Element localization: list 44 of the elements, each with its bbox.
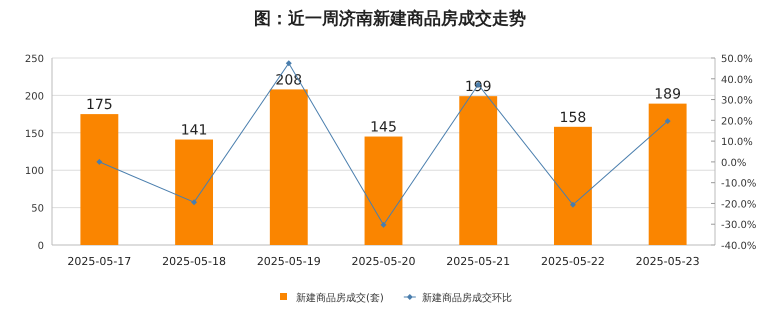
legend-label: 新建商品房成交环比: [422, 292, 512, 304]
data-label: 158: [560, 110, 586, 126]
bar: [364, 136, 402, 245]
y-tick-label: 0: [38, 241, 44, 252]
y2-tick-label: 50.0%: [721, 54, 753, 65]
data-label: 145: [370, 120, 397, 136]
x-tick-label: 2025-05-21: [446, 255, 510, 268]
point: [96, 158, 102, 165]
x-tick-label: 2025-05-19: [256, 255, 321, 268]
x-tick-label: 2025-05-18: [162, 255, 226, 268]
y2-tick-label: 10.0%: [721, 137, 753, 148]
y2-tick-label: 0.0%: [721, 158, 746, 169]
bar: [554, 126, 592, 245]
data-label: 175: [86, 97, 113, 114]
x-tick-label: 2025-05-23: [636, 255, 700, 268]
y2-tick-label: -20.0%: [721, 199, 756, 210]
y2-tick-label: -40.0%: [721, 241, 756, 252]
point: [664, 118, 671, 124]
y2-tick-label: -10.0%: [721, 178, 756, 190]
y2-tick-label: 40.0%: [721, 74, 753, 86]
point: [286, 60, 292, 66]
bar: [270, 89, 308, 245]
bar: [175, 140, 214, 245]
bar: [648, 104, 687, 245]
y2-tick-label: -30.0%: [721, 220, 756, 232]
data-label: 141: [180, 122, 208, 139]
x-tick-label: 2025-05-20: [352, 255, 416, 268]
legend-label: 新建商品房成交(套): [296, 292, 384, 304]
x-tick-label: 2025-05-17: [67, 255, 132, 268]
y2-tick-label: 20.0%: [721, 116, 753, 128]
x-tick-label: 2025-05-22: [540, 255, 605, 268]
point: [380, 222, 386, 228]
point: [191, 199, 198, 206]
point: [570, 202, 576, 208]
y-tick-label: 200: [24, 91, 44, 102]
y-tick-label: 100: [24, 166, 44, 178]
bar: [459, 96, 498, 245]
y2-tick-label: 30.0%: [721, 96, 753, 107]
y-tick-label: 250: [24, 54, 44, 65]
y-tick-label: 50: [31, 204, 44, 215]
data-label: 189: [654, 86, 682, 103]
y-tick-label: 150: [24, 128, 44, 140]
chart-title: 图：近一周济南新建商品房成交走势: [254, 9, 526, 29]
bar: [80, 114, 118, 245]
